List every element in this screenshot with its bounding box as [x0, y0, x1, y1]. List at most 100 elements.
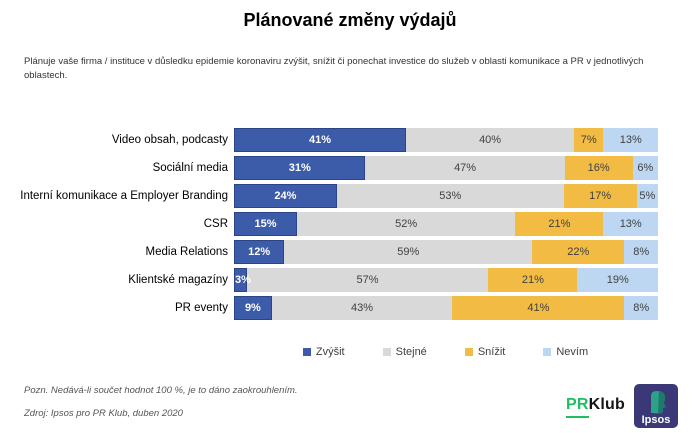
stacked-bar: 24% 53% 17% 5% — [234, 184, 658, 208]
bar-segment: 21% — [515, 212, 604, 236]
stacked-bar: 31% 47% 16% 6% — [234, 156, 658, 180]
prklub-pr-text: PR — [566, 396, 589, 418]
bar-row: Video obsah, podcasty 41% 40% 7% 13% — [12, 128, 659, 152]
legend-label: Snížit — [477, 346, 506, 358]
stacked-bar-chart: Video obsah, podcasty 41% 40% 7% 13% Sociální… — [12, 128, 659, 324]
segment-value: 9% — [244, 302, 261, 314]
segment-value: 41% — [309, 134, 332, 146]
bar-row: Klientské magazíny 3% 57% 21% 19% — [12, 268, 659, 292]
segment-value: 8% — [633, 246, 650, 258]
ipsos-logo-icon: Ipsos — [634, 384, 678, 428]
bar-segment: 43% — [271, 296, 453, 320]
category-label: Interní komunikace a Employer Branding — [20, 190, 228, 202]
segment-value: 59% — [397, 246, 420, 258]
chart-legend: Zvýšit Stejné Snížit Nevím — [233, 346, 658, 358]
stacked-bar: 15% 52% 21% 13% — [234, 212, 658, 236]
bar-segment: 52% — [296, 212, 516, 236]
bar-row: Interní komunikace a Employer Branding 24… — [12, 184, 658, 208]
legend-label: Zvýšit — [315, 346, 345, 358]
segment-value: 5% — [639, 190, 656, 202]
category-label: Klientské magazíny — [128, 274, 228, 286]
legend-item: Stejné — [382, 346, 427, 358]
bar-segment: 3% — [234, 268, 251, 292]
stacked-bar: 9% 43% 41% 8% — [234, 296, 658, 320]
bar-segment: 7% — [574, 128, 604, 152]
segment-value: 40% — [479, 134, 502, 146]
bar-segment: 53% — [336, 184, 564, 208]
segment-value: 13% — [619, 134, 642, 146]
svg-text:Ipsos: Ipsos — [642, 414, 671, 426]
legend-swatch-icon — [464, 348, 473, 356]
bar-segment: 16% — [564, 156, 633, 180]
page-title: Plánované změny výdajů — [243, 10, 457, 30]
segment-value: 24% — [274, 190, 297, 202]
ipsos-logo: Ipsos — [634, 384, 678, 428]
bar-segment: 15% — [234, 212, 297, 236]
stacked-bar: 41% 40% 7% 13% — [234, 128, 659, 152]
footnote: Pozn. Nedává-li součet hodnot 100 %, je … — [24, 385, 298, 396]
bar-segment: 57% — [246, 268, 489, 292]
segment-value: 19% — [606, 274, 629, 286]
bar-segment: 8% — [624, 240, 658, 264]
bar-segment: 22% — [532, 240, 625, 264]
segment-value: 7% — [580, 134, 597, 146]
category-label: CSR — [203, 218, 228, 230]
category-label: Video obsah, podcasty — [111, 134, 228, 146]
segment-value: 16% — [587, 162, 610, 174]
bar-segment: 6% — [632, 156, 658, 180]
survey-question-text: Plánuje vaše firma / instituce v důsledk… — [24, 56, 644, 81]
bar-segment: 31% — [234, 156, 366, 180]
segment-value: 6% — [637, 162, 654, 174]
bar-segment: 47% — [365, 156, 565, 180]
segment-value: 53% — [439, 190, 462, 202]
bar-row: CSR 15% 52% 21% 13% — [12, 212, 658, 236]
segment-value: 8% — [633, 302, 650, 314]
bar-segment: 13% — [603, 128, 659, 152]
segment-value: 52% — [395, 218, 418, 230]
segment-value: 3% — [235, 274, 251, 286]
bar-segment: 5% — [636, 184, 658, 208]
bar-segment: 9% — [234, 296, 272, 320]
legend-label: Nevím — [556, 346, 589, 358]
bar-row: PR eventy 9% 43% 41% 8% — [12, 296, 658, 320]
segment-value: 21% — [548, 218, 571, 230]
segment-value: 17% — [589, 190, 612, 202]
bar-segment: 41% — [234, 128, 407, 152]
segment-value: 31% — [288, 162, 311, 174]
segment-value: 21% — [521, 274, 544, 286]
segment-value: 22% — [567, 246, 590, 258]
stacked-bar: 3% 57% 21% 19% — [234, 268, 659, 292]
segment-value: 43% — [351, 302, 374, 314]
legend-swatch-icon — [302, 348, 311, 356]
source-note: Zdroj: Ipsos pro PR Klub, duben 2020 — [24, 408, 183, 419]
category-label: Sociální media — [152, 162, 228, 174]
bar-segment: 12% — [234, 240, 285, 264]
segment-value: 47% — [454, 162, 477, 174]
bar-segment: 13% — [603, 212, 658, 236]
bar-segment: 8% — [624, 296, 658, 320]
stacked-bar: 12% 59% 22% 8% — [234, 240, 658, 264]
bar-segment: 21% — [488, 268, 578, 292]
segment-value: 13% — [619, 218, 642, 230]
prklub-logo: PRKlub — [566, 396, 625, 418]
bar-segment: 19% — [577, 268, 659, 292]
category-label: PR eventy — [174, 302, 228, 314]
segment-value: 15% — [254, 218, 277, 230]
legend-item: Snížit — [464, 346, 506, 358]
segment-value: 41% — [527, 302, 550, 314]
legend-item: Nevím — [543, 346, 588, 358]
bar-segment: 40% — [406, 128, 575, 152]
legend-item: Zvýšit — [302, 346, 345, 358]
prklub-klub-text: Klub — [588, 396, 625, 413]
bar-segment: 41% — [452, 296, 625, 320]
bar-segment: 59% — [284, 240, 533, 264]
segment-value: 12% — [248, 246, 271, 258]
legend-label: Stejné — [395, 346, 427, 358]
bar-row: Sociální media 31% 47% 16% 6% — [12, 156, 658, 180]
category-label: Media Relations — [145, 246, 228, 258]
legend-swatch-icon — [382, 348, 391, 356]
segment-value: 57% — [356, 274, 379, 286]
bar-segment: 24% — [234, 184, 337, 208]
bar-segment: 17% — [563, 184, 637, 208]
legend-swatch-icon — [543, 348, 552, 356]
